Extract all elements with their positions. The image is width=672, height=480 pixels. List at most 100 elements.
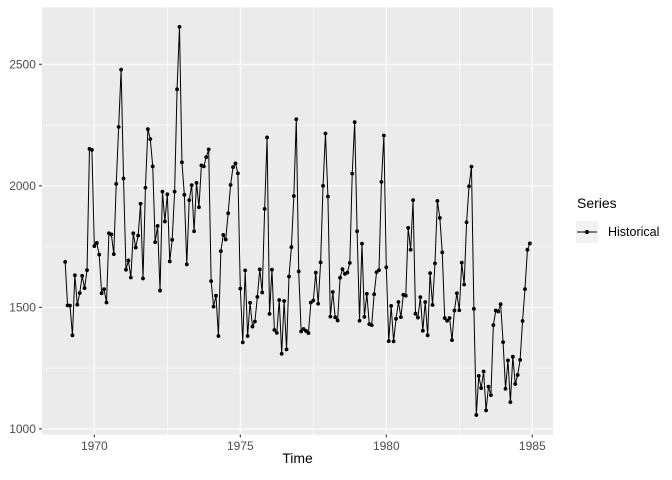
x-axis-title: Time	[282, 450, 313, 466]
series-point	[352, 120, 357, 125]
series-point	[394, 316, 398, 321]
series-point	[138, 201, 143, 206]
series-point	[294, 117, 299, 122]
y-tick-label: 1000	[9, 422, 36, 436]
series-point	[211, 304, 216, 309]
series-point	[506, 358, 510, 363]
series-point	[270, 267, 274, 272]
series-point	[462, 282, 467, 287]
series-point	[437, 216, 442, 220]
legend-key-line-point-icon	[576, 221, 598, 243]
y-tick-label: 2500	[9, 57, 36, 71]
series-point	[277, 298, 282, 302]
series-point	[377, 268, 381, 273]
series-point	[272, 328, 277, 332]
series-point	[201, 164, 206, 169]
series-point	[328, 314, 333, 319]
series-point	[413, 311, 418, 316]
series-point	[364, 291, 369, 296]
series-point	[284, 347, 289, 352]
series-point	[467, 184, 471, 189]
series-point	[471, 306, 476, 311]
series-point	[459, 260, 464, 265]
series-point	[411, 198, 415, 203]
legend-item-historical: Historical	[576, 221, 659, 243]
series-point	[223, 237, 228, 242]
series-point	[389, 304, 394, 308]
series-point	[153, 240, 158, 245]
legend-item-label: Historical	[608, 225, 660, 239]
series-point	[340, 267, 345, 272]
y-tick-label: 2000	[9, 179, 36, 193]
series-point	[155, 224, 160, 228]
series-point	[141, 276, 145, 281]
series-point	[476, 374, 481, 378]
series-point	[360, 241, 364, 246]
series-point	[94, 241, 99, 245]
series-point	[420, 328, 425, 333]
series-point	[282, 299, 287, 303]
series-point	[515, 373, 520, 377]
series-point	[491, 323, 496, 328]
series-point	[330, 290, 335, 294]
series-point	[187, 198, 192, 203]
series-point	[523, 287, 527, 292]
series-point	[423, 300, 428, 304]
series-point	[440, 250, 445, 255]
series-point	[145, 127, 150, 132]
series-point	[218, 249, 223, 254]
series-point	[496, 309, 501, 314]
legend: Series Historical	[576, 195, 659, 243]
series-point	[333, 315, 338, 320]
series-point	[501, 340, 505, 345]
series-point	[165, 192, 170, 197]
series-point	[257, 267, 262, 272]
series-point	[214, 293, 218, 298]
series-point	[498, 302, 503, 307]
series-point	[192, 229, 196, 234]
series-point	[63, 260, 68, 264]
series-point	[184, 262, 189, 267]
series-point	[189, 183, 194, 187]
series-point	[148, 137, 153, 142]
series-point	[197, 205, 201, 210]
series-point	[355, 229, 359, 234]
series-point	[442, 316, 447, 320]
x-tick-label: 1975	[227, 439, 254, 453]
series-point	[158, 288, 162, 293]
series-point	[97, 252, 102, 257]
series-point	[253, 319, 257, 324]
series-point	[133, 245, 138, 250]
series-point	[99, 291, 104, 296]
series-point	[240, 340, 245, 345]
series-point	[119, 67, 123, 72]
legend-title: Series	[577, 195, 617, 211]
series-point	[527, 241, 532, 246]
series-point	[162, 219, 167, 224]
series-point	[70, 333, 75, 338]
series-point	[92, 244, 97, 249]
series-point	[243, 268, 248, 273]
series-point	[80, 273, 85, 278]
series-point	[116, 125, 121, 129]
series-point	[128, 275, 133, 280]
series-point	[347, 260, 352, 265]
series-point	[350, 171, 355, 176]
series-point	[464, 220, 469, 225]
series-point	[172, 189, 177, 194]
x-tick-label: 1970	[81, 439, 108, 453]
series-point	[267, 312, 272, 316]
series-point	[481, 369, 486, 374]
series-point	[316, 301, 321, 306]
series-point	[109, 232, 114, 237]
series-point	[245, 334, 250, 338]
series-point	[416, 315, 420, 320]
series-point	[126, 258, 131, 263]
series-point	[486, 384, 491, 389]
series-point	[262, 207, 267, 211]
series-point	[121, 176, 126, 181]
series-point	[396, 300, 401, 304]
series-point	[175, 87, 179, 92]
